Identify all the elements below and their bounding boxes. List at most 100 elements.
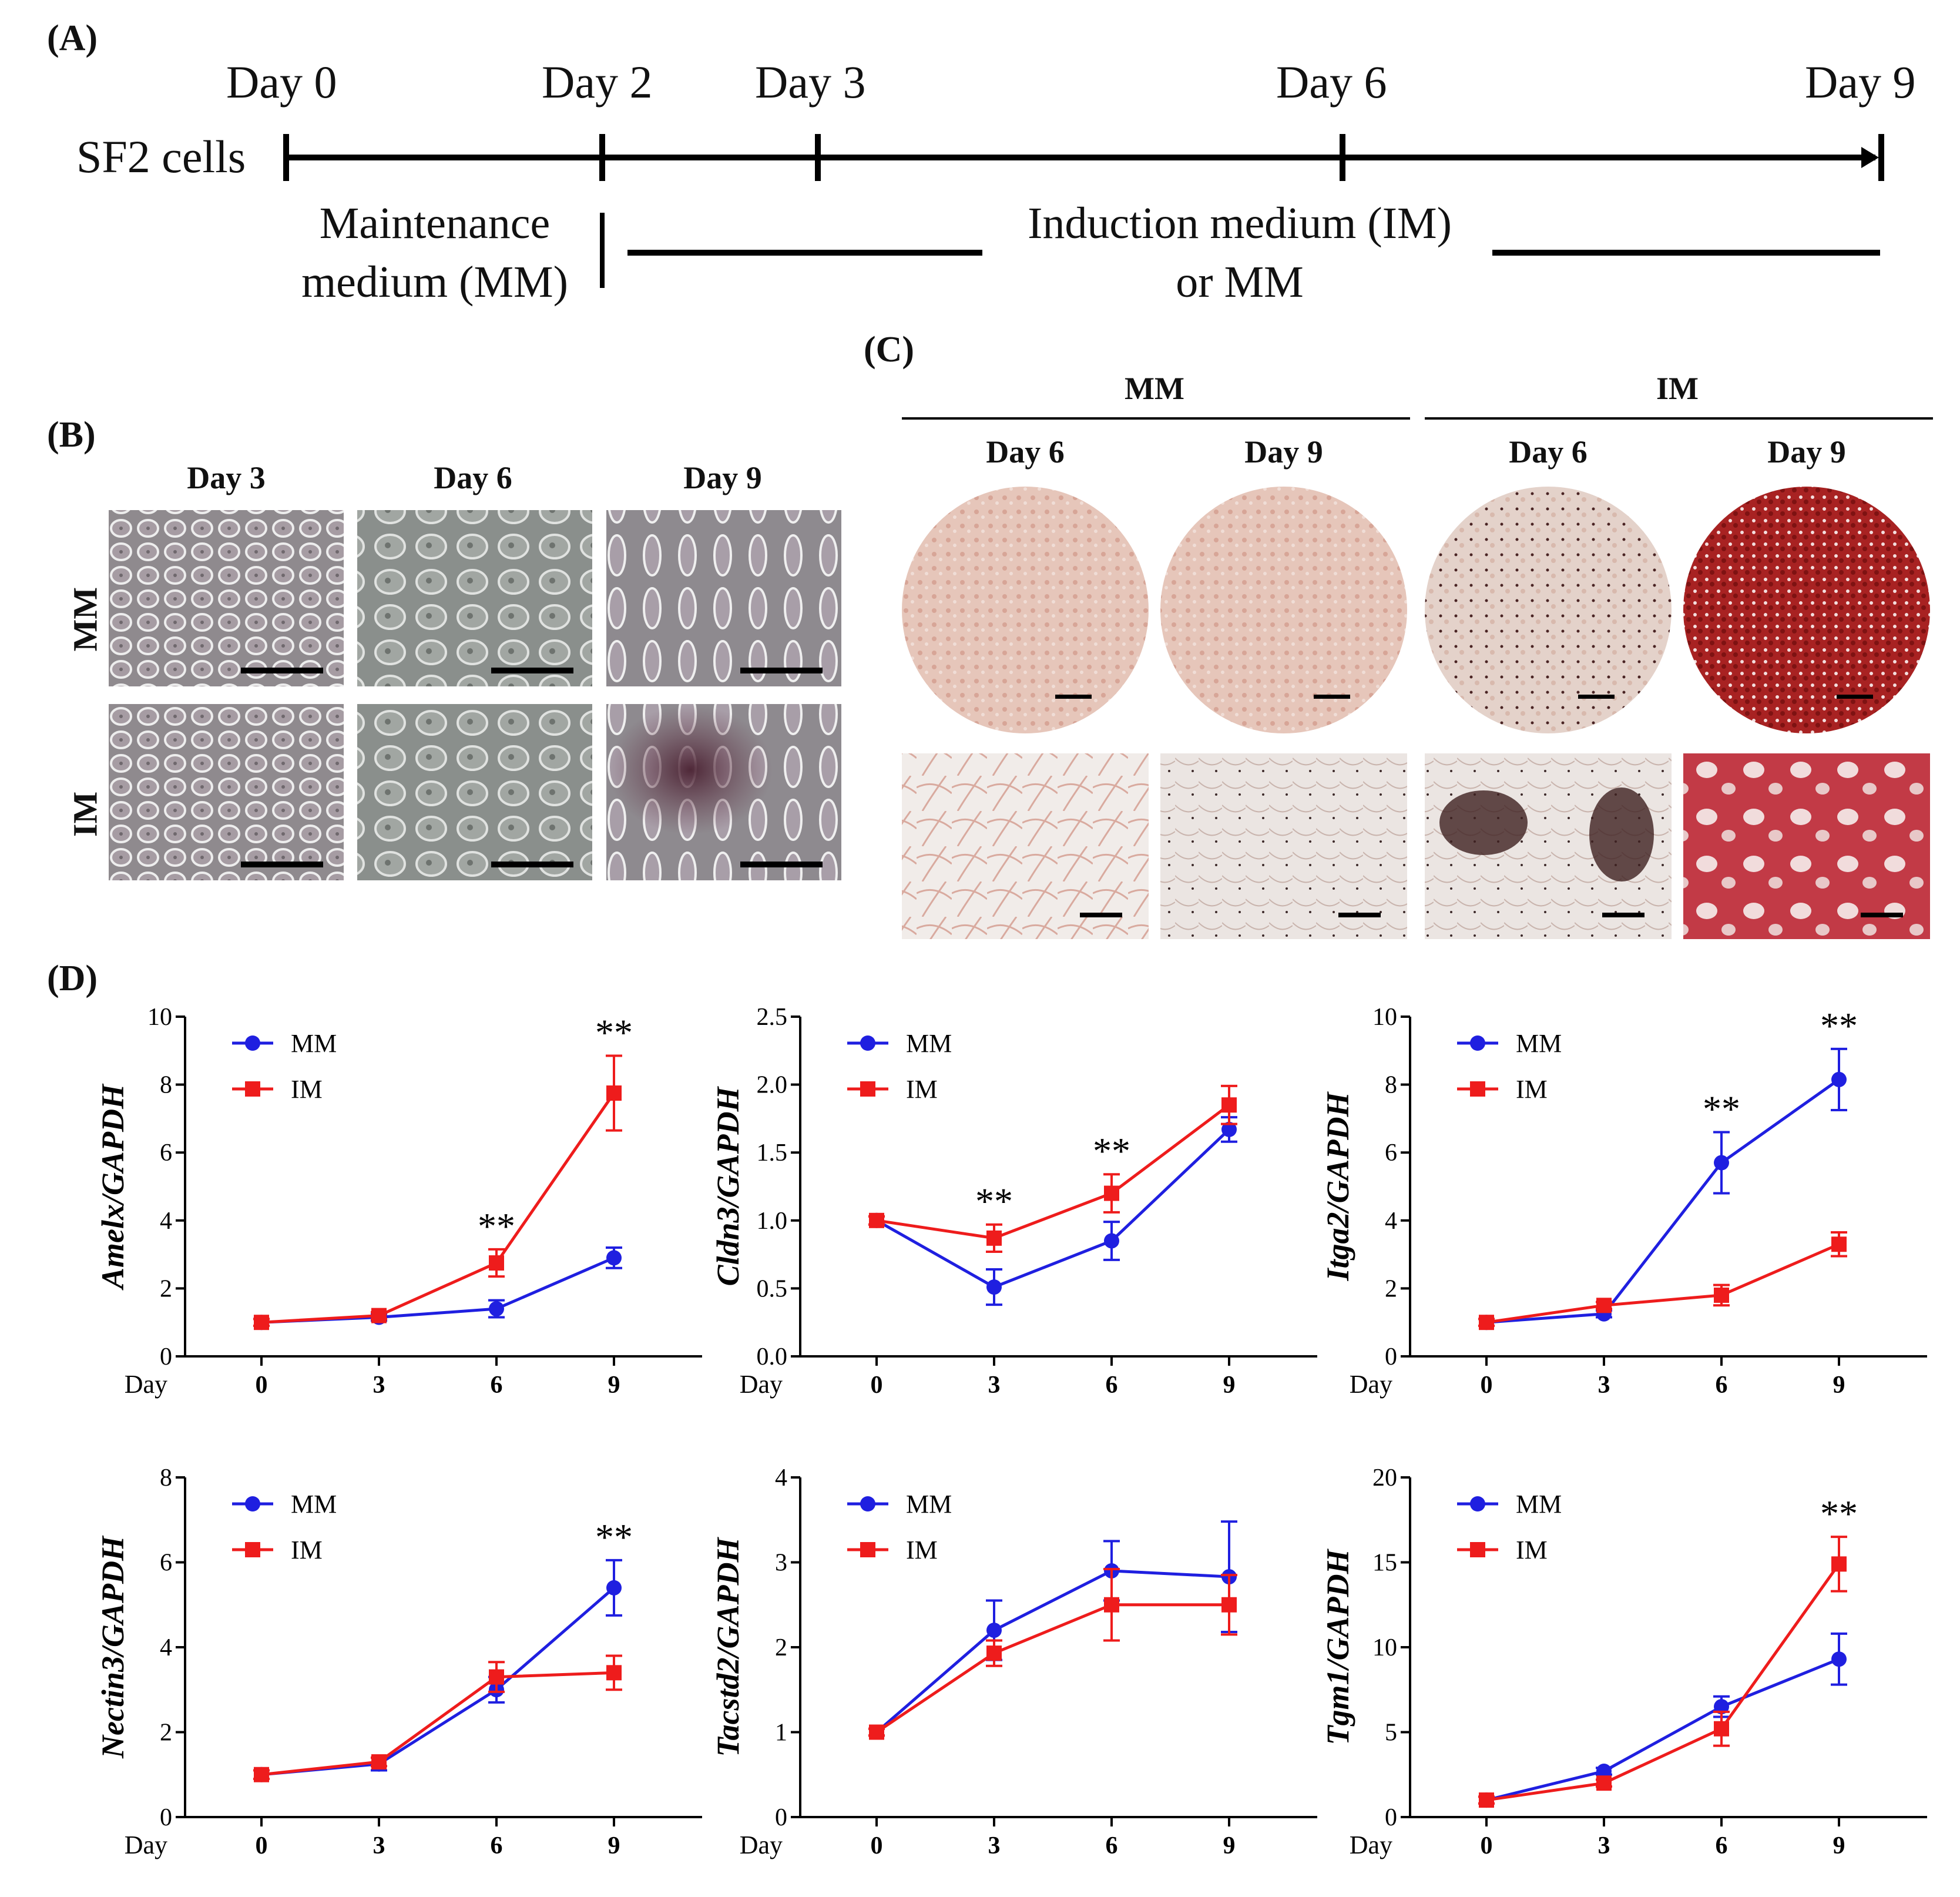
scale-bar [1837, 695, 1873, 699]
data-point-im [986, 1230, 1002, 1246]
panel-c-col-im-day9: Day 9 [1767, 434, 1846, 470]
scale-bar [1861, 913, 1903, 917]
micrograph-im-day6 [357, 704, 592, 880]
micrograph-mm-day9 [606, 510, 841, 686]
y-tick-label: 0 [160, 1804, 172, 1831]
panel-b-col-day9: Day 9 [683, 460, 762, 495]
data-point-mm [606, 1580, 622, 1596]
y-tick-label: 0.5 [757, 1275, 788, 1302]
legend-label: MM [1516, 1029, 1562, 1058]
series-line-im [875, 1603, 1229, 1734]
significance-marker: ** [975, 1181, 1013, 1222]
panel-c-label: (C) [864, 330, 915, 370]
data-point-im [869, 1724, 884, 1740]
y-tick-label: 2.5 [757, 1004, 788, 1031]
timeline-day-3: Day 3 [755, 56, 866, 108]
panel-c-stains [902, 417, 1933, 939]
scale-bar [740, 668, 823, 673]
y-axis-label: Itga2/GAPDH [1320, 1091, 1355, 1281]
x-tick-label: 6 [1716, 1832, 1728, 1859]
x-tick-label: 9 [1223, 1832, 1236, 1859]
y-tick-label: 8 [160, 1464, 172, 1492]
x-tick-label: 6 [1106, 1832, 1118, 1859]
legend-marker-im [1470, 1081, 1485, 1097]
y-tick-label: 10 [1372, 1004, 1397, 1031]
x-tick-label: 0 [871, 1832, 883, 1859]
y-tick-label: 8 [1385, 1072, 1397, 1099]
micrograph-im-day3 [109, 704, 344, 880]
chart-5: 0 5 10 15 20 0 3 6 9 Day Tgm1/GAPDH ** MM IM [1320, 1464, 1927, 1859]
y-tick-label: 8 [160, 1072, 172, 1099]
magnified-im-day9 [1683, 753, 1930, 939]
y-tick-label: 4 [775, 1464, 787, 1492]
significance-marker: ** [595, 1011, 633, 1053]
cells-label: SF2 cells [76, 131, 246, 182]
data-point-mm [1714, 1699, 1729, 1715]
y-tick-label: 0.0 [757, 1343, 788, 1370]
scale-bar [1338, 913, 1381, 917]
data-point-im [1104, 1597, 1119, 1613]
x-tick-label: 0 [256, 1372, 268, 1399]
data-point-mm [1831, 1071, 1847, 1087]
y-axis-label: Cldn3/GAPDH [710, 1085, 746, 1286]
data-point-im [371, 1308, 387, 1323]
series-line-im [1486, 1563, 1841, 1802]
dark-deposit [1439, 790, 1528, 855]
data-point-im [1831, 1236, 1847, 1252]
chart-1: 0.0 0.5 1.0 1.5 2.0 2.5 0 3 6 9 Day Cldn3/GAPDH ** **… [710, 1004, 1317, 1399]
timeline-arrowhead [1861, 147, 1879, 168]
data-point-im [254, 1767, 269, 1782]
significance-marker: ** [1703, 1088, 1740, 1130]
data-point-mm [1104, 1233, 1119, 1249]
data-point-im [254, 1315, 269, 1330]
timeline-axis [283, 134, 1884, 288]
x-tick-label: 3 [373, 1372, 385, 1399]
legend-label: IM [291, 1536, 323, 1564]
legend-label: IM [906, 1536, 938, 1564]
significance-marker: ** [1820, 1493, 1858, 1534]
timeline-day-2: Day 2 [542, 56, 653, 108]
chart-3: 0 2 4 6 8 0 3 6 9 Day Nectin3/GAPDH ** MM IM [95, 1464, 702, 1859]
chart-0: 0 2 4 6 8 10 0 3 6 9 Day Amelx/GAPDH ** ** MM IM [95, 1004, 702, 1399]
y-axis-label: Amelx/GAPDH [95, 1083, 130, 1291]
y-tick-label: 1 [775, 1720, 787, 1747]
data-point-im [606, 1085, 622, 1101]
data-point-im [986, 1645, 1002, 1661]
y-tick-label: 2.0 [757, 1072, 788, 1099]
y-tick-label: 2 [775, 1634, 787, 1661]
chart-2: 0 2 4 6 8 10 0 3 6 9 Day Itga2/GAPDH ** ** MM IM [1320, 1004, 1927, 1399]
data-point-im [489, 1255, 504, 1271]
induction-label-2: or MM [1176, 257, 1304, 307]
dark-deposit [1589, 787, 1654, 882]
y-tick-label: 2 [160, 1720, 172, 1747]
y-axis-label: Nectin3/GAPDH [95, 1535, 130, 1759]
micrograph-mm-day3 [109, 510, 344, 686]
y-tick-label: 1.0 [757, 1208, 788, 1235]
x-tick-label: 9 [1833, 1372, 1845, 1399]
panel-c-group-im: IM [1656, 371, 1699, 406]
panel-c-group-mm: MM [1125, 371, 1184, 406]
x-tick-label: 3 [373, 1832, 385, 1859]
x-axis-label: Day [1350, 1370, 1392, 1399]
well-im-day9 [1683, 487, 1930, 733]
y-tick-label: 2 [1385, 1275, 1397, 1302]
legend-marker-im [860, 1542, 875, 1557]
significance-marker: ** [478, 1205, 515, 1247]
panel-c-col-mm-day9: Day 9 [1244, 434, 1323, 470]
panel-c-col-im-day6: Day 6 [1509, 434, 1588, 470]
maintenance-label-1: Maintenance [319, 199, 551, 248]
data-point-im [1221, 1597, 1237, 1613]
well-mm-day9 [1160, 487, 1407, 733]
well-mm-day6 [902, 487, 1149, 733]
x-tick-label: 9 [608, 1832, 620, 1859]
x-tick-label: 6 [1716, 1372, 1728, 1399]
panel-a-label: (A) [47, 18, 98, 58]
data-point-mm [1831, 1651, 1847, 1667]
x-tick-label: 3 [1598, 1832, 1610, 1859]
timeline-day-0: Day 0 [226, 56, 337, 108]
micrograph-mm-day6 [357, 510, 592, 686]
data-point-im [1221, 1097, 1237, 1113]
legend-marker-mm [860, 1496, 875, 1511]
x-tick-label: 3 [988, 1372, 1001, 1399]
